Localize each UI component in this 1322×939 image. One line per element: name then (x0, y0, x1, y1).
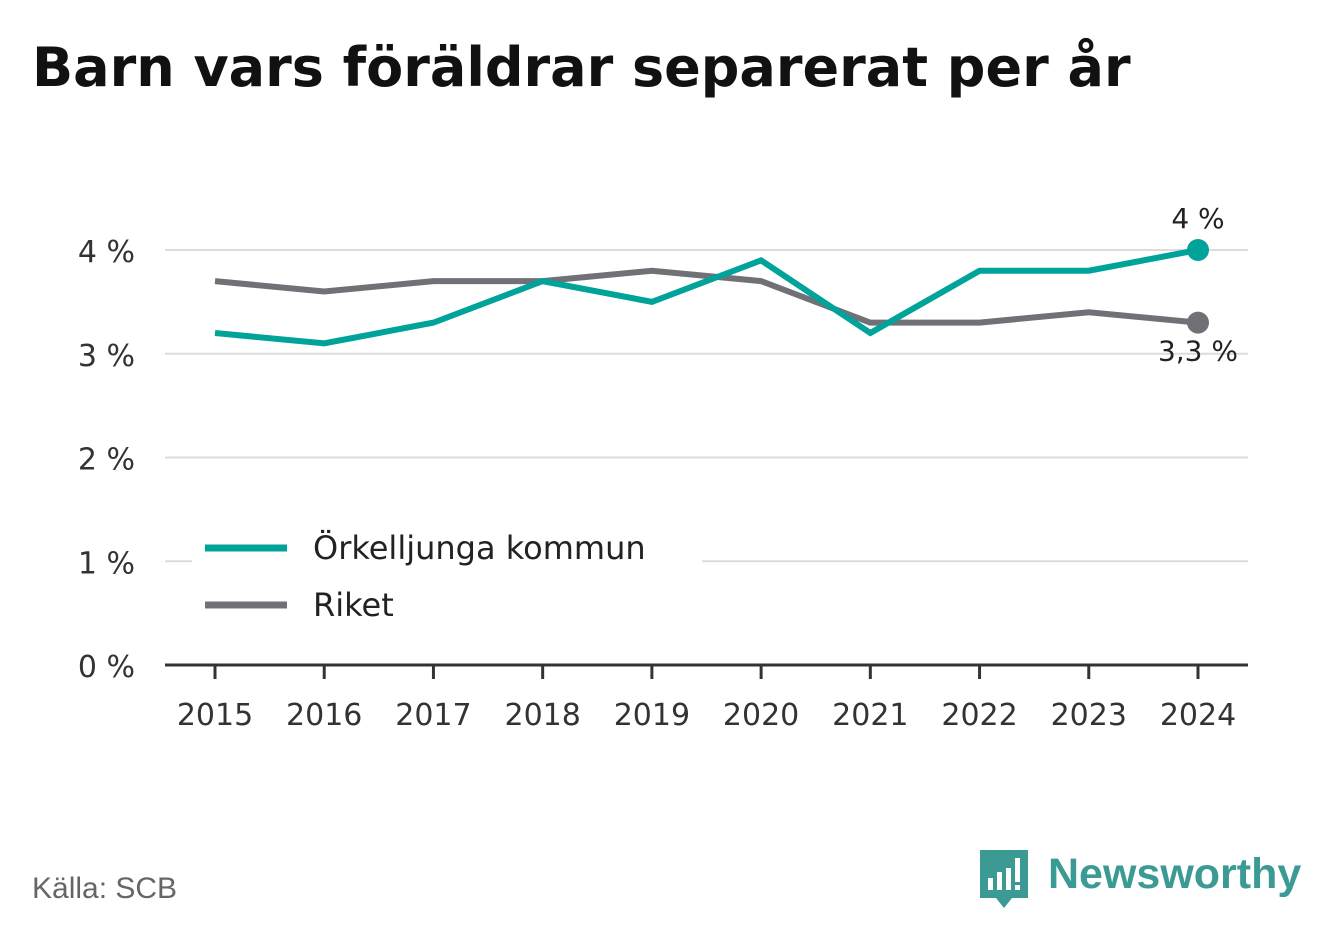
legend: Örkelljunga kommun Riket (192, 520, 702, 640)
x-tick-label: 2017 (395, 698, 471, 733)
legend-label: Örkelljunga kommun (313, 529, 646, 567)
x-axis: 2015 2016 2017 2018 2019 2020 2021 2022 2023 2024 (165, 663, 1248, 733)
x-tick-label: 2021 (832, 698, 908, 733)
series-lines (214, 239, 1209, 347)
end-value-label: 4 % (1171, 202, 1224, 235)
x-tick-label: 2018 (504, 698, 580, 733)
brand-name: Newsworthy (1048, 850, 1302, 898)
y-tick-label: 4 % (78, 235, 135, 270)
x-tick-label: 2016 (286, 698, 362, 733)
legend-label: Riket (313, 586, 394, 624)
end-labels: 4 % 3,3 % (1158, 202, 1238, 368)
x-tick-label: 2023 (1051, 698, 1127, 733)
brand-logo: Newsworthy (980, 850, 1302, 912)
line-chart: 0 % 1 % 2 % 3 % 4 % 2015 2016 2017 2018 2019 2020… (78, 202, 1248, 733)
end-point (1187, 239, 1209, 261)
x-tick-label: 2020 (723, 698, 799, 733)
y-axis-labels: 0 % 1 % 2 % 3 % 4 % (78, 235, 135, 685)
x-tick-label: 2019 (614, 698, 690, 733)
y-tick-label: 3 % (78, 339, 135, 374)
series-line (214, 267, 1199, 326)
grid-lines (165, 249, 1248, 563)
x-tick-label: 2022 (941, 698, 1017, 733)
x-tick-label: 2015 (177, 698, 253, 733)
series-line (214, 247, 1199, 347)
legend-background (192, 520, 702, 640)
end-value-label: 3,3 % (1158, 335, 1238, 368)
chart-title: Barn vars föräldrar separerat per år (32, 36, 1131, 99)
end-point (1187, 311, 1209, 334)
y-tick-label: 0 % (78, 650, 135, 685)
bar-chart-speech-bubble-icon (980, 850, 1028, 908)
y-tick-label: 1 % (78, 546, 135, 581)
x-tick-label: 2024 (1160, 698, 1236, 733)
source-label: Källa: SCB (32, 872, 178, 905)
y-tick-label: 2 % (78, 443, 135, 478)
